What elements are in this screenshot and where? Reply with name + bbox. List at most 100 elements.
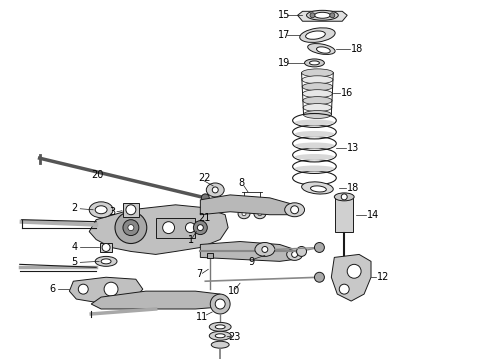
Text: 6: 6 bbox=[49, 284, 56, 294]
Circle shape bbox=[115, 212, 147, 243]
Ellipse shape bbox=[209, 323, 231, 331]
Circle shape bbox=[341, 194, 347, 200]
Ellipse shape bbox=[294, 143, 334, 148]
Ellipse shape bbox=[300, 28, 335, 42]
Ellipse shape bbox=[238, 209, 250, 219]
Circle shape bbox=[315, 243, 324, 252]
Circle shape bbox=[128, 225, 134, 231]
Circle shape bbox=[291, 206, 298, 214]
Circle shape bbox=[163, 222, 174, 234]
Polygon shape bbox=[70, 277, 143, 304]
Ellipse shape bbox=[255, 243, 275, 256]
Ellipse shape bbox=[302, 90, 332, 98]
Ellipse shape bbox=[254, 209, 266, 219]
Polygon shape bbox=[331, 255, 371, 301]
Ellipse shape bbox=[294, 131, 334, 137]
Text: 17: 17 bbox=[278, 30, 290, 40]
Ellipse shape bbox=[294, 120, 334, 125]
Ellipse shape bbox=[294, 154, 334, 160]
Text: 11: 11 bbox=[196, 312, 209, 322]
Ellipse shape bbox=[315, 12, 330, 18]
Ellipse shape bbox=[287, 248, 302, 260]
Bar bbox=[335, 197, 353, 232]
Circle shape bbox=[310, 13, 315, 18]
Circle shape bbox=[78, 284, 88, 294]
Text: 21: 21 bbox=[198, 213, 211, 223]
Ellipse shape bbox=[305, 59, 324, 67]
Circle shape bbox=[185, 223, 196, 233]
Text: 13: 13 bbox=[347, 143, 360, 153]
Polygon shape bbox=[200, 242, 294, 261]
Text: 8: 8 bbox=[238, 178, 244, 188]
Ellipse shape bbox=[302, 83, 333, 91]
Ellipse shape bbox=[206, 183, 224, 197]
Polygon shape bbox=[200, 195, 294, 215]
Circle shape bbox=[201, 194, 209, 202]
Text: 23: 23 bbox=[228, 332, 241, 342]
Text: 15: 15 bbox=[278, 10, 290, 20]
Text: 10: 10 bbox=[228, 286, 241, 296]
Ellipse shape bbox=[211, 341, 229, 348]
Ellipse shape bbox=[317, 47, 330, 53]
Text: 18: 18 bbox=[351, 44, 364, 54]
Ellipse shape bbox=[302, 76, 333, 84]
Ellipse shape bbox=[302, 182, 333, 194]
Text: 18: 18 bbox=[347, 183, 360, 193]
Text: 19: 19 bbox=[278, 58, 290, 68]
Circle shape bbox=[242, 212, 246, 216]
Ellipse shape bbox=[101, 259, 111, 264]
Ellipse shape bbox=[310, 61, 319, 65]
Circle shape bbox=[102, 243, 110, 251]
Ellipse shape bbox=[303, 111, 332, 118]
Circle shape bbox=[330, 13, 335, 18]
Circle shape bbox=[296, 247, 307, 256]
Circle shape bbox=[339, 284, 349, 294]
Bar bbox=[123, 203, 139, 217]
Text: 1: 1 bbox=[189, 234, 195, 244]
Text: 7: 7 bbox=[196, 269, 203, 279]
Ellipse shape bbox=[334, 193, 354, 201]
Bar bbox=[100, 243, 112, 252]
Circle shape bbox=[258, 212, 262, 216]
Ellipse shape bbox=[209, 331, 231, 340]
Circle shape bbox=[262, 247, 268, 252]
Ellipse shape bbox=[301, 69, 333, 77]
Ellipse shape bbox=[294, 166, 334, 171]
Ellipse shape bbox=[334, 257, 354, 267]
Polygon shape bbox=[91, 291, 220, 309]
Text: 14: 14 bbox=[367, 210, 379, 220]
Ellipse shape bbox=[207, 202, 223, 214]
Ellipse shape bbox=[285, 203, 305, 217]
Text: 9: 9 bbox=[248, 257, 254, 267]
Text: 5: 5 bbox=[72, 257, 77, 267]
Circle shape bbox=[194, 221, 207, 235]
Text: 20: 20 bbox=[91, 170, 103, 180]
Circle shape bbox=[347, 264, 361, 278]
Ellipse shape bbox=[303, 96, 332, 105]
Ellipse shape bbox=[95, 206, 107, 214]
Bar bbox=[156, 218, 196, 238]
Circle shape bbox=[123, 220, 139, 235]
Ellipse shape bbox=[303, 104, 332, 112]
Ellipse shape bbox=[215, 334, 225, 338]
Ellipse shape bbox=[311, 186, 326, 192]
Circle shape bbox=[126, 205, 136, 215]
Circle shape bbox=[210, 294, 230, 314]
Text: 3: 3 bbox=[109, 207, 115, 217]
Ellipse shape bbox=[307, 10, 338, 20]
Circle shape bbox=[292, 251, 297, 257]
Ellipse shape bbox=[95, 256, 117, 266]
Polygon shape bbox=[89, 205, 228, 255]
Circle shape bbox=[212, 187, 218, 193]
Circle shape bbox=[215, 299, 225, 309]
Ellipse shape bbox=[89, 202, 113, 218]
Circle shape bbox=[197, 225, 203, 231]
Polygon shape bbox=[297, 11, 347, 21]
Text: 2: 2 bbox=[72, 203, 77, 213]
Circle shape bbox=[213, 205, 218, 210]
Circle shape bbox=[315, 272, 324, 282]
Text: 12: 12 bbox=[377, 272, 390, 282]
Circle shape bbox=[104, 282, 118, 296]
Text: 22: 22 bbox=[198, 173, 211, 183]
Text: 4: 4 bbox=[72, 243, 77, 252]
